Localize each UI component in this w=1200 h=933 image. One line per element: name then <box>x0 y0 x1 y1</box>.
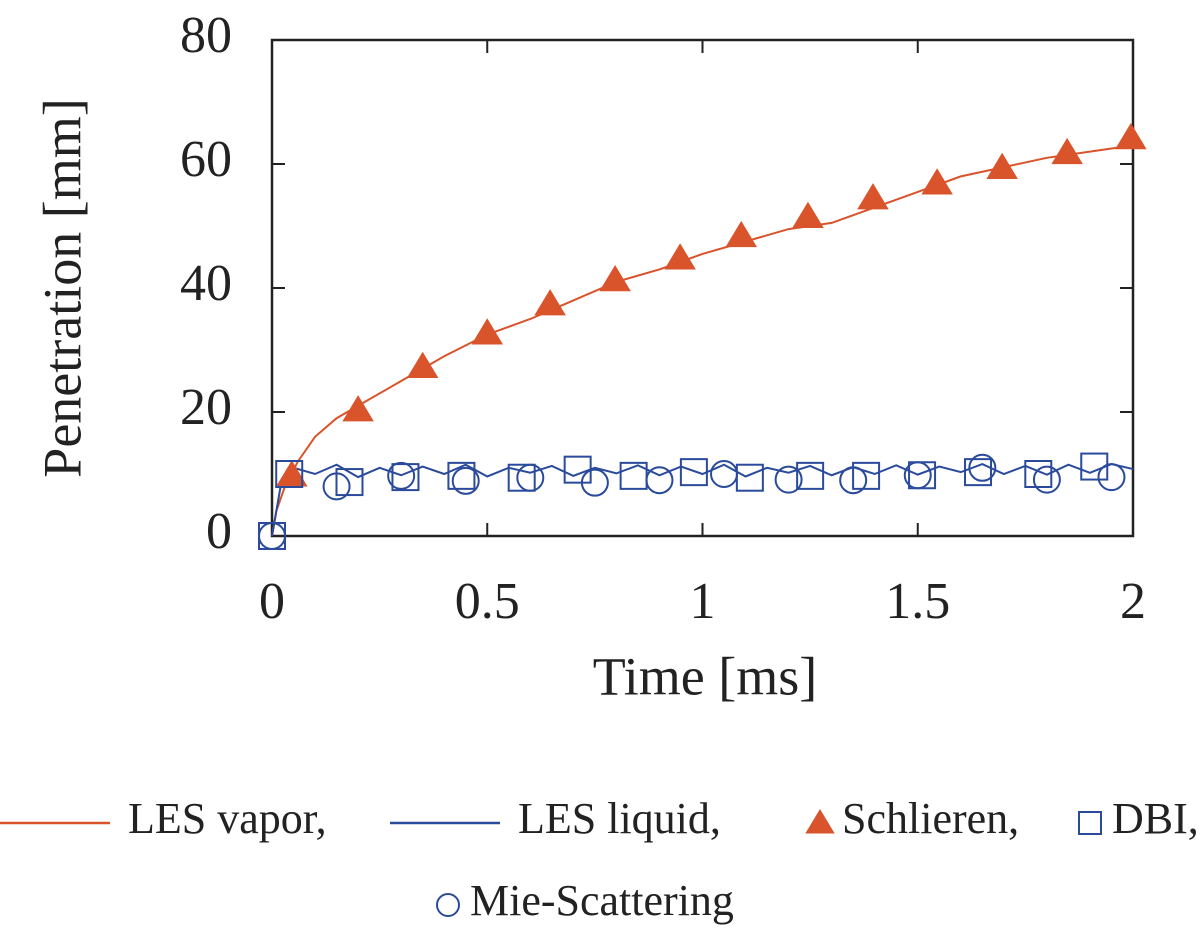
x-tick-label: 1 <box>690 573 716 630</box>
y-tick-label: 40 <box>180 255 232 312</box>
y-tick-label: 0 <box>206 503 232 560</box>
x-tick-label: 0.5 <box>455 573 520 630</box>
series-line <box>271 462 1134 537</box>
square-marker <box>679 458 708 487</box>
square-marker <box>563 455 592 484</box>
triangle-marker <box>921 168 953 195</box>
legend-label: Schlieren, <box>842 794 1019 843</box>
triangle-marker <box>725 220 757 248</box>
circle-marker <box>774 465 803 494</box>
circle-marker <box>710 460 739 488</box>
circle-marker <box>645 466 674 495</box>
square-marker <box>335 468 364 497</box>
circle-marker <box>1097 463 1126 492</box>
legend-label: LES liquid, <box>518 794 721 843</box>
square-marker <box>447 461 476 490</box>
circle-marker <box>451 466 480 495</box>
circle-marker <box>903 461 932 490</box>
circle-marker <box>258 522 286 550</box>
x-tick-label: 0 <box>259 573 285 630</box>
square-marker <box>507 463 536 492</box>
circle-marker <box>322 472 351 501</box>
plot-frame <box>270 38 1135 538</box>
square-marker <box>1024 460 1053 488</box>
circle-marker <box>1032 465 1061 494</box>
triangle-marker <box>792 201 824 228</box>
circle-marker <box>968 453 997 482</box>
square-marker <box>796 461 825 490</box>
triangle-marker <box>1115 122 1147 150</box>
circle-marker <box>516 463 545 492</box>
triangle-marker <box>342 395 374 422</box>
circle-marker <box>436 893 460 917</box>
x-tick-label: 1.5 <box>885 573 950 630</box>
y-tick-label: 80 <box>180 7 232 64</box>
square-marker <box>1080 452 1109 481</box>
circle-marker <box>839 466 868 495</box>
y-tick-label: 20 <box>180 379 232 436</box>
square-marker <box>1078 811 1102 835</box>
triangle-marker <box>1051 137 1083 165</box>
triangle-marker <box>986 152 1018 179</box>
triangle-marker <box>471 318 503 345</box>
triangle-marker <box>406 351 439 378</box>
square-marker <box>964 458 993 487</box>
legend-label: Mie-Scattering <box>470 876 734 925</box>
legend-label: LES vapor, <box>128 794 327 843</box>
triangle-marker <box>534 289 566 316</box>
circle-marker <box>580 468 609 497</box>
x-tick-label: 2 <box>1120 573 1146 630</box>
triangle-marker <box>664 243 696 270</box>
circle-marker <box>387 461 416 490</box>
y-axis-label: Penetration [mm] <box>32 98 92 477</box>
triangle-marker <box>857 183 889 210</box>
square-marker <box>852 461 881 490</box>
legend-label: DBI, <box>1112 794 1199 843</box>
square-marker <box>735 463 764 492</box>
triangle-marker <box>805 809 835 834</box>
square-marker <box>275 460 304 488</box>
triangle-marker <box>599 264 631 292</box>
y-tick-label: 60 <box>180 131 232 188</box>
series-line <box>271 144 1134 537</box>
triangle-marker <box>276 460 308 487</box>
x-axis-label: Time [ms] <box>593 646 818 706</box>
